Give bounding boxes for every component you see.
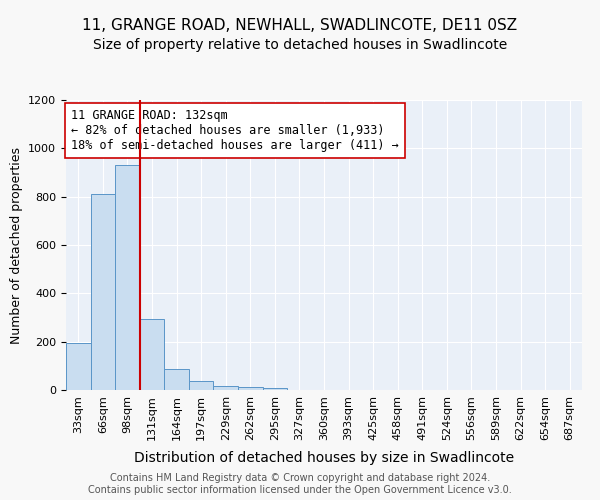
Bar xyxy=(91,194,115,390)
Bar xyxy=(164,370,189,390)
Y-axis label: Number of detached properties: Number of detached properties xyxy=(10,146,23,344)
Bar xyxy=(115,165,140,390)
Bar xyxy=(189,381,214,390)
Bar xyxy=(140,318,164,390)
X-axis label: Distribution of detached houses by size in Swadlincote: Distribution of detached houses by size … xyxy=(134,451,514,465)
Text: 11 GRANGE ROAD: 132sqm
← 82% of detached houses are smaller (1,933)
18% of semi-: 11 GRANGE ROAD: 132sqm ← 82% of detached… xyxy=(71,108,399,152)
Text: 11, GRANGE ROAD, NEWHALL, SWADLINCOTE, DE11 0SZ: 11, GRANGE ROAD, NEWHALL, SWADLINCOTE, D… xyxy=(82,18,518,32)
Bar xyxy=(66,342,91,390)
Bar xyxy=(214,386,238,390)
Text: Contains HM Land Registry data © Crown copyright and database right 2024.
Contai: Contains HM Land Registry data © Crown c… xyxy=(88,474,512,495)
Bar xyxy=(238,387,263,390)
Text: Size of property relative to detached houses in Swadlincote: Size of property relative to detached ho… xyxy=(93,38,507,52)
Bar xyxy=(263,388,287,390)
